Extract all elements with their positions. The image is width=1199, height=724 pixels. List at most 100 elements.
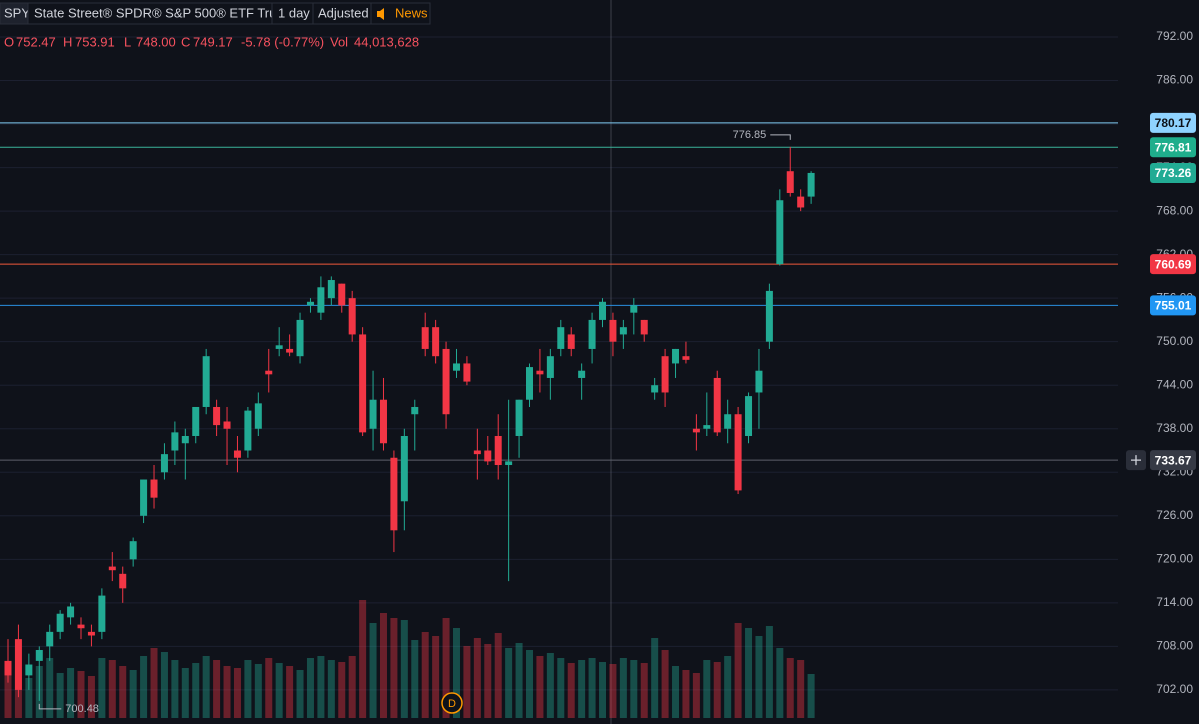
candle-body	[46, 631, 54, 647]
volume-bar	[672, 666, 680, 718]
volume-bar	[557, 658, 565, 718]
candle-body	[275, 345, 283, 349]
volume-bar	[306, 658, 314, 718]
volume-bar	[254, 664, 262, 718]
candle-body	[338, 283, 346, 306]
volume-bar	[536, 656, 544, 718]
candle-body	[536, 370, 544, 375]
candle-body	[160, 454, 168, 473]
volume-bar	[108, 660, 116, 718]
volume-bar	[432, 636, 440, 718]
candle-body	[526, 367, 533, 400]
candle-body	[181, 435, 189, 444]
price-axis: 702.00708.00714.00720.00726.00732.00738.…	[1118, 0, 1199, 724]
symbol[interactable]: SPY	[4, 5, 30, 20]
y-tick-label: 720.00	[1156, 551, 1193, 565]
candle-body	[87, 631, 95, 636]
high-value: 753.91	[75, 34, 115, 49]
volume-bar	[87, 676, 95, 718]
news[interactable]: News	[395, 5, 428, 20]
volume-bar	[296, 670, 304, 718]
dividend-label[interactable]: D	[448, 698, 456, 710]
candle-body	[14, 639, 22, 690]
change: -5.78 (-0.77%)	[241, 34, 324, 49]
candle-body	[223, 421, 231, 429]
y-tick-label: 714.00	[1156, 595, 1193, 609]
volume-bar	[213, 660, 221, 718]
candle-body	[724, 414, 732, 429]
volume-bar	[359, 600, 367, 718]
symbol-name[interactable]: State Street® SPDR® S&P 500® ETF Trust	[34, 5, 287, 20]
y-tick-label: 738.00	[1156, 421, 1193, 435]
volume-bar	[202, 656, 210, 718]
volume-bar	[745, 628, 753, 718]
volume-bar	[526, 650, 533, 718]
volume-bar	[609, 664, 617, 718]
price-badge	[1150, 295, 1196, 316]
low-annotation: 700.48	[65, 703, 99, 715]
price-badge	[1150, 137, 1196, 158]
volume-bar	[233, 668, 241, 718]
candle-body	[494, 435, 502, 466]
interval[interactable]: 1 day	[278, 5, 310, 20]
price-badge	[1150, 254, 1196, 275]
candle-body	[108, 566, 116, 571]
candle-body	[233, 450, 241, 458]
candle-body	[546, 356, 554, 378]
candle-body	[265, 370, 273, 375]
volume-bar	[640, 663, 648, 718]
volume-bar	[56, 673, 64, 718]
price-badge-label: 755.01	[1155, 299, 1192, 313]
volume-bar	[452, 628, 460, 718]
volume-bar	[140, 656, 148, 718]
volume-bar	[67, 668, 75, 718]
volume-bar	[4, 663, 12, 718]
price-badge-label: 760.69	[1155, 257, 1192, 271]
candle-body	[619, 327, 627, 335]
candle-body	[588, 319, 596, 349]
candle-body	[202, 356, 210, 407]
volume-bar	[98, 658, 106, 718]
candle-body	[578, 370, 586, 378]
candle-body	[630, 305, 638, 313]
volume-bar	[765, 626, 773, 718]
candle-body	[129, 541, 137, 560]
candle-body	[776, 200, 784, 265]
volume-bar	[734, 623, 742, 718]
candle-body	[254, 403, 262, 429]
price-badge-label: 733.67	[1155, 453, 1192, 467]
candle-body	[661, 356, 669, 393]
volume-bar	[181, 668, 189, 718]
dividend-marker[interactable]	[441, 692, 463, 714]
vol-label: Vol	[330, 34, 348, 49]
candle-body	[98, 595, 106, 632]
low-value: 748.00	[136, 34, 176, 49]
volume-bar	[338, 662, 346, 718]
y-tick-label: 708.00	[1156, 639, 1193, 653]
candle-body	[119, 573, 127, 589]
y-tick-label: 750.00	[1156, 334, 1193, 348]
volume-bar	[651, 638, 659, 718]
volume-bar	[265, 658, 273, 718]
volume-bar	[630, 660, 638, 718]
candle-body	[786, 171, 794, 193]
price-badge-label: 776.81	[1155, 140, 1192, 154]
candle-body	[286, 348, 294, 353]
news-box[interactable]	[370, 2, 431, 25]
candle-body	[682, 356, 690, 360]
adjust[interactable]: Adjusted	[318, 5, 369, 20]
candle-body	[400, 435, 408, 502]
volume-bar	[494, 633, 502, 718]
high-annotation-line	[770, 134, 791, 140]
candle-body	[25, 664, 33, 676]
price-badge-label: 780.17	[1155, 116, 1192, 130]
candle-body	[599, 301, 607, 320]
candle-body	[140, 479, 148, 516]
candle-body	[515, 399, 523, 436]
volume-bar	[129, 670, 137, 718]
volume-bar	[463, 646, 471, 718]
close-value: 749.17	[193, 34, 233, 49]
candle-body	[557, 327, 565, 349]
y-tick-label: 744.00	[1156, 377, 1193, 391]
